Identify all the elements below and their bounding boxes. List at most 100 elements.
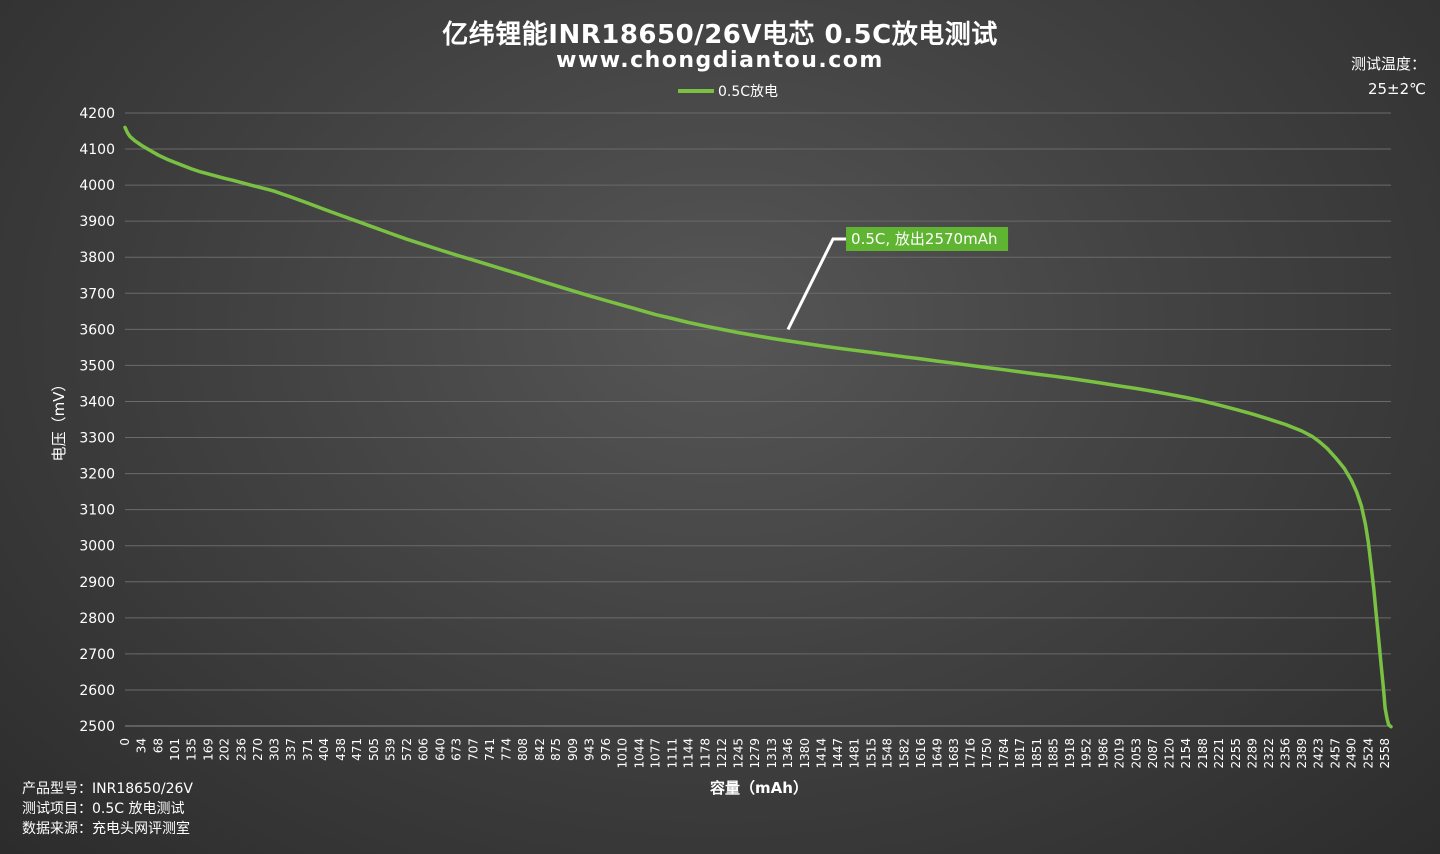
x-tick-label: 707 xyxy=(466,738,480,761)
x-tick-label: 1144 xyxy=(682,738,696,769)
y-tick-label: 4200 xyxy=(79,106,115,122)
x-tick-label: 875 xyxy=(549,738,563,761)
x-tick-label: 1750 xyxy=(980,738,994,769)
x-tick-label: 1716 xyxy=(963,738,977,769)
series-line xyxy=(123,125,1393,729)
x-tick-label: 1616 xyxy=(914,738,928,769)
y-tick-label: 2900 xyxy=(79,575,115,591)
x-tick-label: 404 xyxy=(317,738,331,761)
annotation-label: 0.5C, 放出2570mAh xyxy=(851,230,997,248)
y-tick-label: 3200 xyxy=(79,467,115,483)
info-value: 充电头网评测室 xyxy=(92,821,190,837)
y-tick-label: 3100 xyxy=(79,503,115,519)
x-tick-label: 2053 xyxy=(1129,738,1143,769)
x-tick-label: 1683 xyxy=(947,738,961,769)
x-tick-label: 2389 xyxy=(1295,738,1309,769)
y-axis-label: 电压（mV） xyxy=(50,377,68,462)
x-tick-label: 471 xyxy=(350,738,364,761)
x-tick-label: 0 xyxy=(118,738,132,746)
x-tick-label: 572 xyxy=(400,738,414,761)
x-tick-label: 1885 xyxy=(1047,738,1061,769)
x-tick-label: 169 xyxy=(201,738,215,761)
info-label: 测试项目： xyxy=(22,801,92,817)
y-tick-label: 4000 xyxy=(79,178,115,194)
x-tick-label: 1313 xyxy=(765,738,779,769)
y-tick-label: 3400 xyxy=(79,394,115,410)
x-tick-label: 1044 xyxy=(632,738,646,769)
x-tick-label: 1111 xyxy=(665,738,679,769)
x-tick-label: 1817 xyxy=(1013,738,1027,769)
legend: 0.5C放电 xyxy=(678,84,778,100)
x-tick-label: 2188 xyxy=(1196,738,1210,769)
x-tick-label: 606 xyxy=(417,738,431,761)
x-tick-label: 101 xyxy=(168,738,182,761)
info-label: 产品型号： xyxy=(22,781,92,797)
x-tick-label: 337 xyxy=(284,738,298,761)
x-tick-label: 68 xyxy=(151,738,165,753)
x-tick-label: 2490 xyxy=(1345,738,1359,769)
y-tick-label: 3600 xyxy=(79,322,115,338)
info-value: INR18650/26V xyxy=(92,781,193,797)
y-tick-label: 3000 xyxy=(79,539,115,555)
y-tick-label: 2800 xyxy=(79,611,115,627)
x-tick-label: 1245 xyxy=(731,738,745,769)
x-tick-label: 774 xyxy=(499,738,513,761)
x-tick-label: 2087 xyxy=(1146,738,1160,769)
temperature-label: 测试温度： xyxy=(1350,55,1426,73)
x-tick-label: 236 xyxy=(234,738,248,761)
x-tick-label: 2154 xyxy=(1179,738,1193,769)
y-tick-label: 3500 xyxy=(79,358,115,374)
annotation-layer: 0.5C, 放出2570mAh xyxy=(786,227,1009,331)
x-tick-label: 1077 xyxy=(649,738,663,769)
legend-label: 0.5C放电 xyxy=(718,84,778,100)
x-tick-label: 1784 xyxy=(997,738,1011,769)
x-tick-label: 909 xyxy=(566,738,580,761)
x-tick-label: 1548 xyxy=(881,738,895,769)
info-value: 0.5C 放电测试 xyxy=(92,801,185,817)
chart-subtitle: www.chongdiantou.com xyxy=(556,48,884,73)
x-tick-label: 1212 xyxy=(715,738,729,769)
annotation-box xyxy=(846,227,1009,251)
x-tick-label: 2289 xyxy=(1246,738,1260,769)
y-axis: 2500 2600 2700 2800 2900 3000 3100 3200 3300 3400… xyxy=(79,106,115,735)
x-tick-label: 2457 xyxy=(1328,738,1342,769)
x-tick-label: 1649 xyxy=(930,738,944,769)
x-tick-label: 371 xyxy=(301,738,315,761)
annotation-leader-line xyxy=(786,237,847,331)
x-tick-label: 808 xyxy=(516,738,530,761)
x-tick-label: 539 xyxy=(384,738,398,761)
x-tick-label: 1414 xyxy=(815,738,829,769)
y-tick-label: 3800 xyxy=(79,250,115,266)
y-tick-label: 2700 xyxy=(79,647,115,663)
info-label: 数据来源： xyxy=(22,821,92,837)
x-tick-label: 2558 xyxy=(1378,738,1392,769)
x-tick-label: 976 xyxy=(599,738,613,761)
y-tick-label: 4100 xyxy=(79,142,115,158)
x-tick-label: 1986 xyxy=(1096,738,1110,769)
x-tick-label: 1851 xyxy=(1030,738,1044,769)
x-tick-label: 640 xyxy=(433,738,447,761)
x-tick-label: 1346 xyxy=(781,738,795,769)
x-tick-label: 1010 xyxy=(616,738,630,769)
x-tick-label: 2423 xyxy=(1312,738,1326,769)
x-tick-label: 741 xyxy=(483,738,497,761)
x-tick-label: 1178 xyxy=(698,738,712,769)
info-row-model: 产品型号：INR18650/26V xyxy=(22,779,193,799)
x-tick-label: 1918 xyxy=(1063,738,1077,769)
x-tick-label: 303 xyxy=(267,738,281,761)
x-tick-label: 842 xyxy=(533,738,547,761)
x-tick-label: 1447 xyxy=(831,738,845,769)
info-row-source: 数据来源：充电头网评测室 xyxy=(22,819,193,839)
x-tick-label: 1515 xyxy=(864,738,878,769)
temperature-value: 25±2℃ xyxy=(1367,80,1426,98)
series-layer xyxy=(123,125,1393,729)
x-tick-label: 2019 xyxy=(1113,738,1127,769)
x-tick-label: 1582 xyxy=(897,738,911,769)
x-tick-label: 505 xyxy=(367,738,381,761)
x-tick-label: 2120 xyxy=(1162,738,1176,769)
x-tick-label: 202 xyxy=(218,738,232,761)
chart-title: 亿纬锂能INR18650/26V电芯 0.5C放电测试 xyxy=(442,20,998,50)
x-tick-label: 2255 xyxy=(1229,738,1243,769)
x-axis-label: 容量（mAh） xyxy=(709,779,808,797)
